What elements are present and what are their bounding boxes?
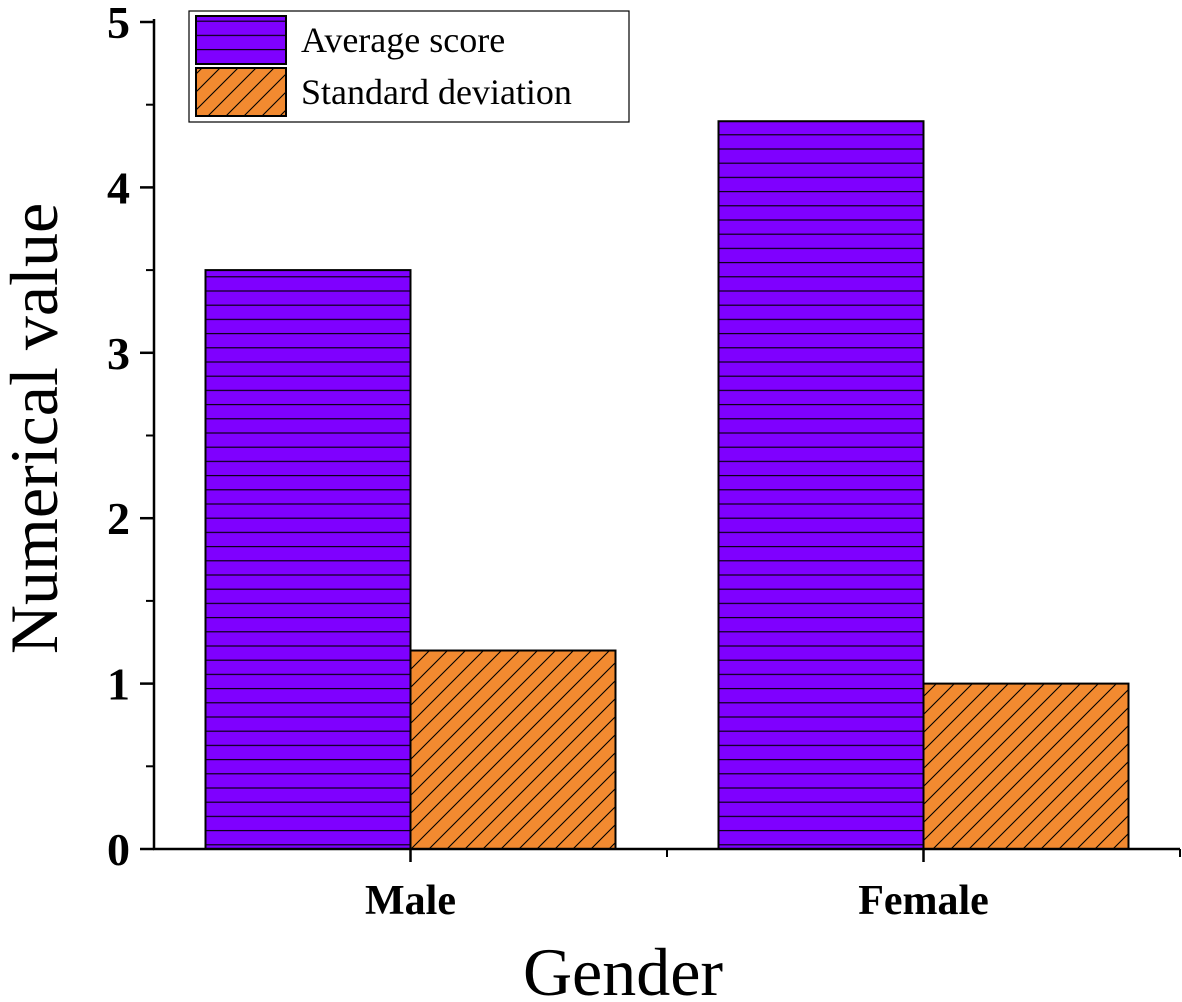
legend: Average score Standard deviation [188,10,630,123]
x-axis-title: Gender [523,934,723,1002]
labels: 0 1 2 3 4 5 Male Female Gender Numerical value [0,0,989,1002]
y-tick-label: 2 [107,493,130,544]
x-tick-label: Male [365,878,456,924]
legend-swatch-standard-deviation [195,67,287,117]
y-tick-label: 0 [107,824,130,875]
axes [140,19,1181,862]
bar-average-score-male [204,269,412,851]
bar-standard-deviation-female [922,682,1130,850]
bars [204,120,1130,851]
legend-swatch-average-score [195,15,287,65]
bar-average-score-female [717,120,925,851]
bar-standard-deviation-male [409,649,617,851]
y-tick-label: 4 [107,162,130,213]
y-tick-label: 5 [107,0,130,48]
y-axis-title: Numerical value [0,203,72,654]
y-tick-label: 1 [107,659,130,710]
legend-label: Average score [301,20,505,60]
y-tick-label: 3 [107,328,130,379]
legend-label: Standard deviation [301,72,572,112]
x-tick-label: Female [858,878,989,924]
